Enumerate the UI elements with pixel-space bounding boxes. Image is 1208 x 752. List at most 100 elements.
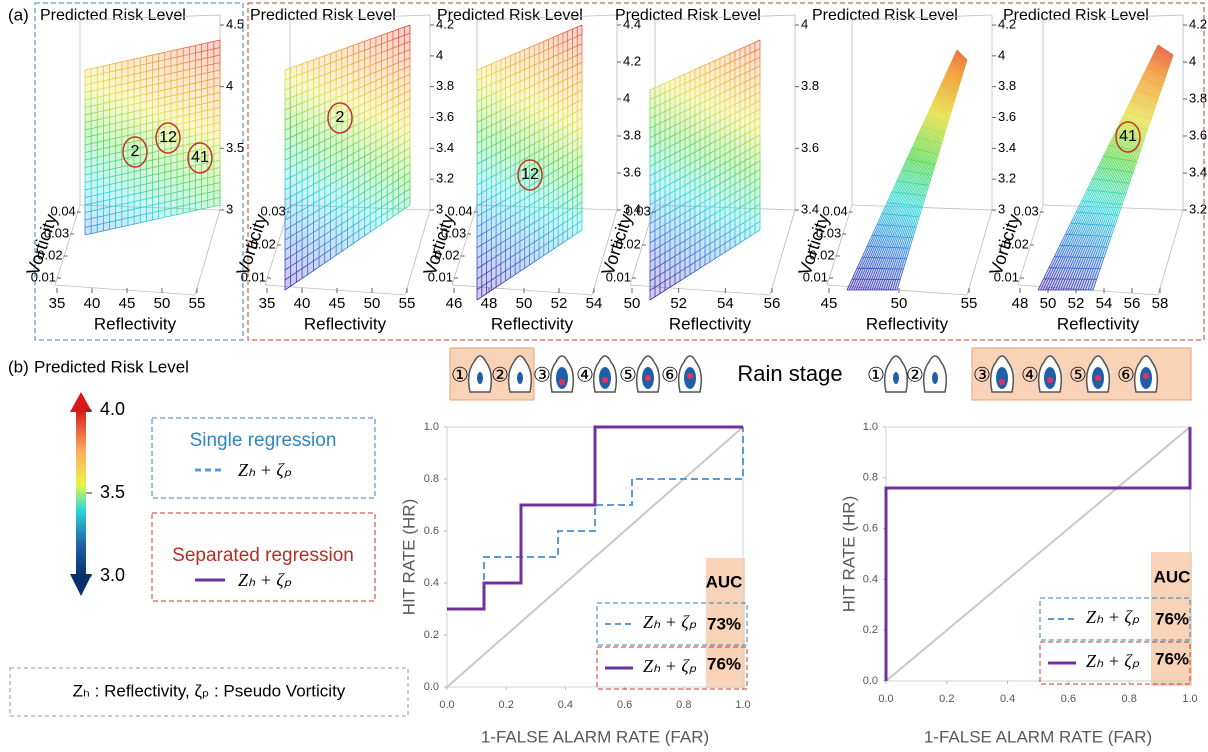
mesh-line: [84, 39, 221, 71]
z-tick-label: 3.6: [436, 109, 454, 124]
mesh-line: [284, 49, 411, 101]
x-tick-label: 50: [1040, 295, 1057, 312]
x-tick-label: 55: [399, 295, 416, 312]
mesh-line: [901, 169, 933, 176]
mesh-line: [649, 108, 761, 167]
y-tick-label: 0.01: [428, 269, 453, 284]
legend-entry: Zₕ + ζₚ: [643, 656, 697, 676]
y-tick-label: 0.4: [424, 577, 439, 589]
mesh-line: [1114, 133, 1144, 141]
roc-line: [447, 427, 744, 610]
core-icon: [996, 367, 1008, 389]
x-tick-label: 0.6: [617, 699, 632, 711]
panel-title: Predicted Risk Level: [1003, 7, 1149, 24]
legend-box: [151, 512, 376, 602]
box-edge: [1157, 209, 1184, 296]
x-axis-label: Reflectivity: [94, 314, 177, 333]
x-tick-label: 48: [481, 295, 498, 312]
surface-panel: Predicted Risk Level 3 3.5 4 4.5 0.01 0.02 0.03…: [23, 7, 245, 333]
legend-entry: Zₕ + ζₚ: [238, 570, 292, 590]
x-tick-label: 0.0: [439, 699, 454, 711]
annotation: 41: [191, 149, 209, 166]
x-tick-label: 50: [891, 295, 908, 312]
z-tick-label: 3.5: [226, 140, 244, 155]
box-edge: [54, 204, 81, 286]
annotation: 2: [131, 143, 140, 160]
mesh-line: [1097, 167, 1134, 173]
z-tick-label: 4: [436, 47, 443, 62]
annotation: 41: [1119, 128, 1137, 145]
stage-number: ①: [451, 364, 469, 386]
y-tick-label: 0.6: [424, 525, 439, 537]
x-tick-label: 54: [586, 295, 603, 312]
annotation-circle: [1115, 121, 1141, 153]
y-tick-label: 0.8: [863, 472, 878, 484]
colorbar-tick-label: 3.5: [100, 482, 125, 502]
mesh-line: [1125, 111, 1152, 120]
z-tick-label: 4: [801, 16, 808, 31]
stage-number: ⑤: [1069, 364, 1087, 386]
x-axis-label: Reflectivity: [304, 314, 387, 333]
stage-number: ④: [576, 364, 594, 386]
x-tick-label: 45: [821, 295, 838, 312]
mesh-line: [476, 127, 583, 186]
z-tick-label: 3.2: [1189, 201, 1207, 216]
arrow-head: [70, 574, 92, 596]
y-tick-label: 0.04: [50, 203, 75, 218]
legend-entry: Zₕ + ζₚ: [1086, 607, 1140, 627]
legend-entry: Zₕ + ζₚ: [643, 612, 697, 632]
roc-chart: 0.0 0.2 0.4 0.6 0.8 1.0 0.0 0.2 0.4 0.6 0.8 1.0 1-FA…: [839, 421, 1197, 747]
annotation: 12: [521, 166, 539, 183]
x-tick-label: 50: [624, 295, 641, 312]
y-axis-label: Vorticity: [795, 212, 833, 278]
legend-box: [1039, 641, 1191, 685]
y-axis-label: HIT RATE (HR): [399, 499, 418, 615]
y-tick-label: 1.0: [424, 421, 439, 433]
panel-title: Predicted Risk Level: [615, 7, 761, 24]
stage-number: ②: [491, 364, 509, 386]
rain-stage-label: Rain stage: [737, 361, 842, 386]
x-tick-label: 58: [1152, 295, 1169, 312]
mesh-line: [476, 33, 583, 81]
surface-panel: Predicted Risk Level 3.4 3.6 3.8 4 4.2 4.4 0.01…: [420, 7, 642, 333]
z-tick-label: 3.4: [998, 140, 1016, 155]
mesh-line: [649, 82, 761, 139]
mesh-line: [649, 74, 761, 129]
z-tick-label: 3: [998, 201, 1005, 216]
box-edge: [289, 14, 431, 21]
x-tick-label: 0.6: [1061, 693, 1076, 705]
x-tick-label: 0.8: [1122, 693, 1137, 705]
box-edge: [451, 284, 593, 296]
z-tick-label: 4: [1189, 53, 1196, 68]
mesh-line: [284, 57, 411, 111]
z-tick-label: 3: [226, 201, 233, 216]
mesh-line: [649, 48, 761, 100]
x-tick-label: 54: [1096, 295, 1113, 312]
mesh-line: [284, 65, 411, 121]
roc-line: [447, 425, 743, 611]
auc-title: AUC: [1154, 567, 1191, 586]
auc-value: 76%: [1155, 609, 1189, 628]
x-axis-label: Reflectivity: [866, 314, 949, 333]
mesh-line: [951, 60, 965, 71]
mesh-line: [1075, 51, 1169, 291]
auc-bg: [706, 558, 745, 688]
mesh-line: [284, 24, 411, 71]
core-icon: [556, 367, 568, 389]
panel-title: Predicted Risk Level: [437, 7, 583, 24]
stage-number: ④: [1021, 364, 1039, 386]
x-tick-label: 56: [1124, 295, 1141, 312]
y-tick-label: 0.01: [994, 269, 1019, 284]
mesh-line: [476, 80, 583, 134]
x-axis-label: 1-FALSE ALARM RATE (FAR): [924, 727, 1152, 746]
surface-panel: Predicted Risk Level 3 3.2 3.4 3.6 3.8 4 4.2 0.0…: [795, 7, 1017, 333]
y-tick-label: 0.01: [803, 269, 828, 284]
z-tick-label: 3.6: [801, 140, 819, 155]
auc-bg: [1151, 552, 1192, 686]
annotation: 2: [336, 109, 345, 126]
y-tick-label: 0.8: [424, 473, 439, 485]
z-tick-label: 4.2: [436, 16, 454, 31]
mesh-line: [1103, 155, 1137, 163]
auc-title: AUC: [706, 572, 743, 591]
z-tick-label: 4: [226, 78, 233, 93]
